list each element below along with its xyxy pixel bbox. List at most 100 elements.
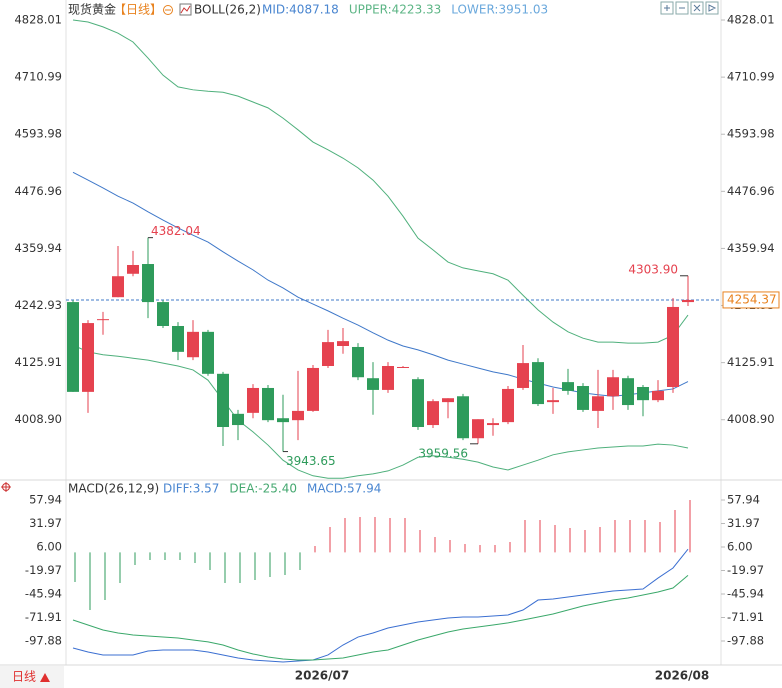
indicator: BOLL(26,2) [194,3,261,17]
readout: MID:4087.18 [262,3,339,17]
candle-body [292,410,304,421]
y-tick-label-right: 31.97 [727,516,760,530]
readout: DIFF:3.57 [163,482,219,496]
candle-body [112,276,124,298]
y-tick-label-left: 4242.93 [14,298,62,312]
toolbar [660,1,719,15]
period-arrow[interactable] [40,673,50,682]
candle-body [427,401,439,426]
annotation: 4303.90 [628,262,678,276]
y-tick-label-right: -71.91 [727,610,764,624]
candle-body [592,396,604,411]
y-tick-label-left: 57.94 [29,493,62,507]
candle-body [217,373,229,428]
y-tick-label-left: 4828.01 [14,13,62,27]
y-tick-label-left: 31.97 [29,516,62,530]
candle-body [517,363,529,388]
candle-body [577,386,589,410]
period-tab[interactable] [0,666,64,688]
diff-line [72,548,689,663]
candle-body [682,299,694,303]
candle-body [337,341,349,347]
candle-body [262,387,274,421]
candle-body [82,323,94,392]
x-tick-label: 2026/08 [655,669,709,683]
candle-body [562,382,574,391]
indicator-icon[interactable] [179,3,192,16]
candle-body [472,419,484,439]
candle-body [232,413,244,426]
last-price-box [722,291,780,309]
y-tick-label-right: -45.94 [727,587,764,601]
candle-body [307,367,319,411]
candle-body [412,379,424,428]
y-tick-label-left: -71.91 [25,610,62,624]
last-price-label: 4254.37 [727,292,777,306]
candle-body [637,386,649,401]
candle-body [502,388,514,423]
candle-body [352,346,364,378]
symbol: 现货黄金 [68,2,116,17]
dea-line [72,575,689,661]
candle-body [367,378,379,390]
candle-body [127,264,139,274]
footer-period[interactable]: 日线 [12,670,36,684]
candle-body [457,396,469,439]
candle-body [622,378,634,406]
y-tick-label-right: 4710.99 [727,70,775,84]
tool-button[interactable] [690,1,704,15]
candle-body [67,302,79,392]
candle-body [277,418,289,423]
candle-body [172,325,184,352]
candle-body [142,264,154,303]
candle-body [532,362,544,405]
candle-body [652,390,664,401]
y-tick-label-right: 4008.90 [727,412,775,426]
y-tick-label-right: -97.88 [727,634,764,648]
readout: UPPER:4223.33 [349,3,441,17]
y-tick-label-left: -97.88 [25,634,62,648]
y-tick-label-left: 6.00 [36,540,62,554]
tool-button[interactable] [675,1,689,15]
tool-button[interactable] [705,1,719,15]
readout: DEA:-25.40 [229,482,297,496]
candle-body [487,423,499,426]
annotation: 3943.65 [286,454,336,468]
period[interactable]: 【日线】 [114,3,162,17]
y-tick-label-right: 4125.91 [727,355,775,369]
candle-body [187,331,199,358]
x-tick-label: 2026/07 [295,669,349,683]
annotation: 3959.56 [418,446,468,460]
y-tick-label-right: 57.94 [727,493,760,507]
y-tick-label-left: 4125.91 [14,355,62,369]
y-tick-label-left: -45.94 [25,587,62,601]
candle-body [442,398,454,403]
candle-body [157,302,169,326]
readout: LOWER:3951.03 [451,3,548,17]
macd-title: MACD(26,12,9) [68,482,159,496]
candle-body [607,377,619,397]
boll-band [72,344,689,479]
y-tick-label-left: -19.97 [25,563,62,577]
candle-body [667,306,679,387]
candle-body [547,400,559,403]
y-tick-label-right: 4359.94 [727,241,775,255]
tool-glyphs [664,4,717,12]
y-tick-label-right: 6.00 [727,540,753,554]
indicator-icon-line [180,5,191,14]
collapse-icon[interactable] [163,5,173,15]
candle-body [202,331,214,374]
candle-body [382,366,394,390]
y-tick-label-right: 4476.96 [727,184,775,198]
candle-body [97,319,109,321]
crosshair-icon-lines [1,482,11,492]
y-tick-label-left: 4476.96 [14,184,62,198]
boll-band [72,19,689,344]
tool-button[interactable] [660,1,674,15]
y-tick-label-left: 4008.90 [14,412,62,426]
candle-body [247,387,259,413]
annotation: 4382.04 [151,224,201,238]
candle-body [397,366,409,368]
